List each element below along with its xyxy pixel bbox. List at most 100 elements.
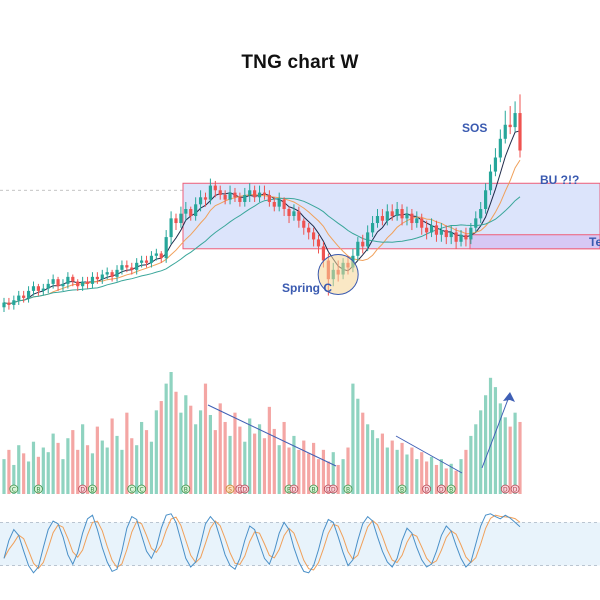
volume-marker [88,484,97,494]
candle-body [316,239,321,247]
volume-bar [464,449,468,494]
candle-body [253,190,257,198]
candle-body [218,190,222,195]
candle-body [277,199,281,207]
volume-bar [2,459,6,494]
volume-bar [370,430,375,494]
volume-bar [41,447,45,494]
volume-bar [213,430,217,494]
candle-body [233,192,237,198]
volume-bar [508,426,512,494]
volume-bar [26,461,31,494]
candle-body [479,209,483,219]
candle-body [267,194,271,202]
candle-body [149,255,154,263]
candle-body [297,211,301,221]
volume-marker [240,484,250,494]
volume-bar [159,401,163,494]
volume-marker [9,484,19,494]
candle-body [488,171,493,191]
volume-bar [198,410,203,494]
candle-body [46,283,50,289]
volume-bar [449,463,453,494]
candle-body [179,213,183,224]
volume-bar [420,452,424,494]
volume-bar [71,430,75,494]
candle-body [469,227,473,240]
candle-body [498,138,502,158]
volume-bar [189,405,193,494]
volume-bar [17,445,21,494]
volume-bar [405,454,409,494]
volume-bar [66,438,70,494]
volume-trend-arrow-2 [395,435,463,474]
annotation-bu: BU ?!? [540,173,579,187]
candle-body [36,286,40,291]
volume-bar [356,398,360,494]
volume-bar [115,435,119,494]
volume-bar [267,406,271,494]
candle-body [56,279,60,287]
candle-body [41,288,45,291]
candle-body [100,274,104,280]
candle-body [361,241,365,247]
arrow-head [503,392,515,402]
volume-bar [415,459,419,494]
candle-body [164,237,168,259]
candle-body [307,227,311,233]
stochastic-k-line [3,513,521,574]
candle-body [439,230,443,235]
volume-bar [302,440,306,494]
candle-body [257,192,262,198]
volume-bar [503,417,507,494]
candle-body [71,276,75,282]
volume-bar [169,372,173,494]
candle-body [405,213,409,219]
annotation-spring: Spring C [282,281,332,295]
volume-bar [238,426,242,494]
candle-body [198,197,203,205]
candle-body [493,157,498,172]
candle-body [454,232,458,242]
ma-slow-line [3,196,521,305]
candle-body [115,269,119,277]
volume-marker-label: D [331,487,336,494]
volume-marker [127,484,137,494]
candle-body [105,272,109,275]
candle-body [223,194,227,200]
volume-bar [434,464,439,494]
volume-bar [390,440,394,494]
volume-bar [36,456,40,494]
volume-marker-label: D [238,487,243,494]
volume-bar [439,459,443,494]
volume-bar [81,424,85,494]
volume-marker-label: D [242,487,247,494]
volume-bar [469,435,473,494]
candle-body [390,211,394,217]
volume-bar [429,456,434,494]
volume-bar [479,410,483,494]
candle-body [464,234,468,240]
ma-mid-line [3,159,521,305]
candle-body [287,209,291,217]
candle-body [26,290,31,298]
candle-body [61,283,65,287]
ma-fast-line [3,130,521,305]
volume-bar [341,459,345,494]
volume-bar [321,449,326,494]
volume-bar [400,442,404,494]
volume-bar [100,440,104,494]
volume-bar [272,428,276,494]
candle-body [410,213,414,224]
volume-marker-label: C [139,487,143,494]
candle-body [120,265,124,270]
volume-bar [366,424,370,494]
candle-body [459,234,463,242]
volume-marker [181,484,191,494]
candle-body [513,113,517,128]
volume-marker-label: C [130,487,134,494]
volume-bar [277,445,281,494]
candle-body [184,209,188,214]
volume-marker-label: B [346,487,350,494]
candle-body [125,265,129,268]
